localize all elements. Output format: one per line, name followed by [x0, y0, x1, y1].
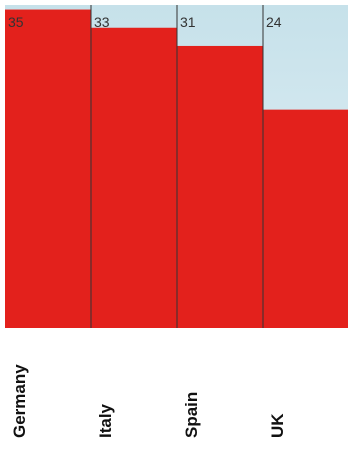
bar-italy — [91, 27, 177, 328]
category-labels-layer: Germany Italy Spain UK — [10, 364, 287, 438]
bar-uk — [263, 109, 348, 328]
bars-layer — [5, 9, 348, 329]
value-label-italy: 33 — [94, 14, 110, 30]
value-labels-layer: 35 33 31 24 — [8, 14, 282, 30]
dividers-layer — [90, 5, 264, 328]
value-label-spain: 31 — [180, 14, 196, 30]
category-label-spain: Spain — [182, 392, 201, 438]
value-label-germany: 35 — [8, 14, 24, 30]
bar-spain — [177, 45, 263, 328]
category-label-uk: UK — [268, 413, 287, 438]
category-label-germany: Germany — [10, 364, 29, 438]
bar-germany — [5, 9, 91, 329]
category-label-italy: Italy — [96, 403, 115, 438]
value-label-uk: 24 — [266, 14, 282, 30]
